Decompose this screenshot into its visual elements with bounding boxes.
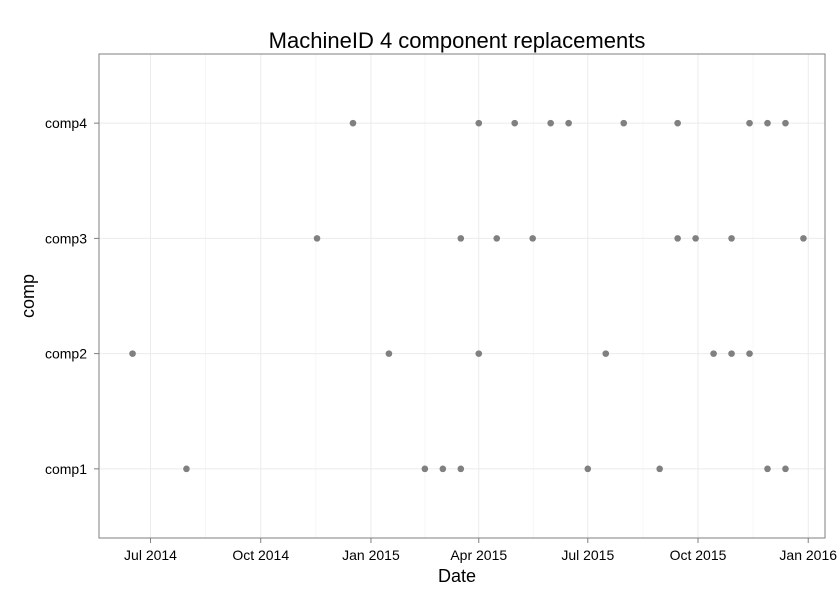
- chart-title: MachineID 4 component replacements: [269, 28, 646, 53]
- x-tick-label: Jul 2014: [124, 547, 177, 563]
- x-axis-title: Date: [438, 566, 476, 586]
- data-point: [674, 235, 681, 242]
- x-tick-label: Oct 2015: [670, 547, 727, 563]
- data-point: [692, 235, 699, 242]
- data-point: [746, 119, 753, 127]
- data-point: [457, 465, 465, 473]
- y-tick-label: comp1: [45, 461, 87, 477]
- axis-ticks: Jul 2014 Oct 2014 Jan 2015 Apr 2015 Jul 2015…: [45, 115, 837, 563]
- data-points: [129, 119, 807, 473]
- data-point: [493, 235, 501, 242]
- data-point: [529, 235, 536, 242]
- data-point: [620, 119, 628, 127]
- x-tick-label: Oct 2014: [232, 547, 289, 563]
- data-point: [565, 119, 572, 127]
- data-point: [800, 235, 807, 242]
- y-axis-title: comp: [18, 274, 38, 318]
- data-point: [764, 465, 771, 473]
- data-point: [746, 350, 753, 357]
- data-point: [313, 235, 321, 242]
- data-point: [349, 119, 357, 127]
- x-tick-label: Jan 2015: [342, 547, 400, 563]
- x-tick-label: Jul 2015: [561, 547, 614, 563]
- x-tick-label: Apr 2015: [450, 547, 507, 563]
- y-tick-label: comp2: [45, 346, 87, 362]
- data-point: [728, 350, 735, 357]
- x-tick-label: Jan 2016: [779, 547, 837, 563]
- data-point: [728, 235, 735, 242]
- data-point: [457, 235, 465, 242]
- y-tick-label: comp3: [45, 230, 87, 246]
- data-point: [782, 465, 789, 473]
- data-point: [475, 119, 483, 127]
- data-point: [584, 465, 592, 473]
- data-point: [511, 119, 519, 127]
- data-point: [385, 350, 393, 357]
- data-point: [129, 350, 136, 357]
- data-point: [547, 119, 554, 127]
- data-point: [710, 350, 717, 357]
- data-point: [475, 350, 483, 357]
- data-point: [183, 465, 190, 473]
- plot-panel: [98, 53, 826, 539]
- data-point: [602, 350, 610, 357]
- data-point: [674, 119, 681, 127]
- data-point: [656, 465, 663, 473]
- data-point: [782, 119, 789, 127]
- data-point: [439, 465, 447, 473]
- y-tick-label: comp4: [45, 115, 87, 131]
- data-point: [764, 119, 771, 127]
- grid-layer: [99, 54, 825, 538]
- data-point: [421, 465, 429, 473]
